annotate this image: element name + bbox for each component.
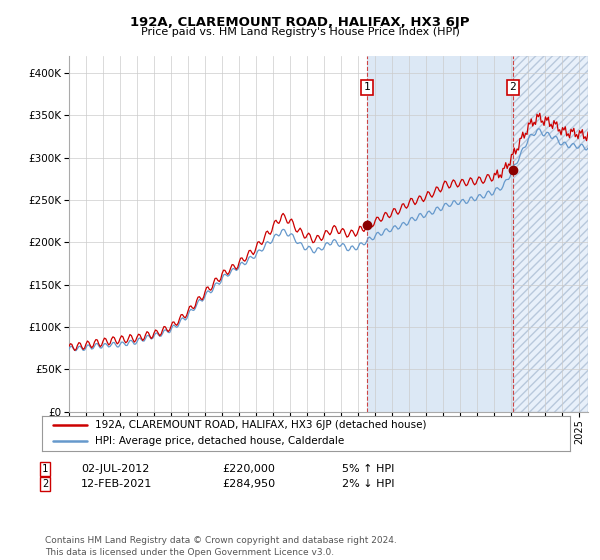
Bar bbox=[513, 56, 588, 412]
Text: £220,000: £220,000 bbox=[222, 464, 275, 474]
Text: 2% ↓ HPI: 2% ↓ HPI bbox=[342, 479, 395, 489]
Text: 192A, CLAREMOUNT ROAD, HALIFAX, HX3 6JP (detached house): 192A, CLAREMOUNT ROAD, HALIFAX, HX3 6JP … bbox=[95, 421, 426, 431]
Text: Price paid vs. HM Land Registry's House Price Index (HPI): Price paid vs. HM Land Registry's House … bbox=[140, 27, 460, 37]
Text: 2: 2 bbox=[42, 479, 48, 489]
Text: HPI: Average price, detached house, Calderdale: HPI: Average price, detached house, Cald… bbox=[95, 436, 344, 446]
Text: £284,950: £284,950 bbox=[222, 479, 275, 489]
Text: 192A, CLAREMOUNT ROAD, HALIFAX, HX3 6JP: 192A, CLAREMOUNT ROAD, HALIFAX, HX3 6JP bbox=[130, 16, 470, 29]
Text: 1: 1 bbox=[364, 82, 370, 92]
Text: 12-FEB-2021: 12-FEB-2021 bbox=[81, 479, 152, 489]
Text: 02-JUL-2012: 02-JUL-2012 bbox=[81, 464, 149, 474]
Text: 1: 1 bbox=[42, 464, 48, 474]
Bar bbox=[367, 56, 513, 412]
Text: 2: 2 bbox=[509, 82, 516, 92]
Text: Contains HM Land Registry data © Crown copyright and database right 2024.
This d: Contains HM Land Registry data © Crown c… bbox=[45, 536, 397, 557]
Text: 5% ↑ HPI: 5% ↑ HPI bbox=[342, 464, 394, 474]
